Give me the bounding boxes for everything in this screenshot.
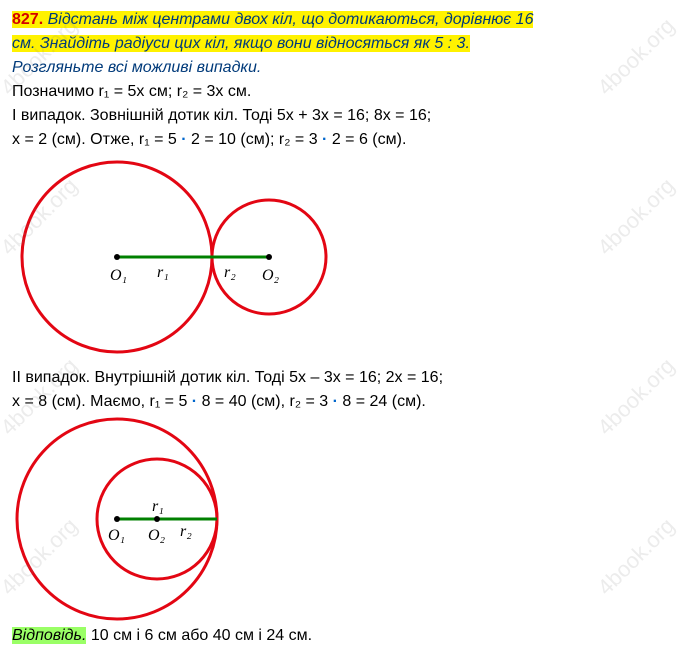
case2-mid: 8 = 40 (см), r₂ = 3: [197, 393, 332, 410]
problem-line3: Розгляньте всі можливі випадки.: [12, 59, 261, 76]
answer-label: Відповідь.: [12, 627, 86, 644]
label-o1-2: O₁: [108, 527, 125, 544]
case2-pre: x = 8 (см). Маємо, r₁ = 5: [12, 393, 192, 410]
center-o2-2: [154, 516, 160, 522]
center-o2: [266, 254, 272, 260]
watermark: 4book.org: [590, 510, 683, 603]
center-o1-2: [114, 516, 120, 522]
label-o2-2: O₂: [148, 527, 166, 544]
label-o1: O₁: [110, 267, 127, 284]
label-r1: r₁: [157, 264, 169, 281]
label-o2: O₂: [262, 267, 280, 284]
problem-line2: см. Знайдіть радіуси цих кіл, якщо вони …: [12, 35, 470, 52]
case2-line2: x = 8 (см). Маємо, r₁ = 5 · 8 = 40 (см),…: [12, 390, 683, 414]
case2-line1: II випадок. Внутрішній дотик кіл. Тоді 5…: [12, 366, 683, 390]
diagram-external-tangent: O₁ O₂ r₁ r₂: [12, 152, 372, 362]
problem-number: 827.: [12, 11, 43, 28]
problem-statement: 827. Відстань між центрами двох кіл, що …: [12, 8, 683, 80]
case1-line1: I випадок. Зовнішній дотик кіл. Тоді 5x …: [12, 104, 683, 128]
center-o1: [114, 254, 120, 260]
watermark: 4book.org: [590, 170, 683, 263]
diagram-internal-tangent: O₁ O₂ r₁ r₂: [12, 414, 272, 624]
label-r2: r₂: [224, 264, 236, 281]
label-r2-2: r₂: [180, 523, 192, 540]
case1-pre: x = 2 (см). Отже, r₁ = 5: [12, 131, 181, 148]
case1-mid: 2 = 10 (см); r₂ = 3: [187, 131, 322, 148]
label-r1-2: r₁: [152, 498, 164, 515]
answer-line: Відповідь. 10 см і 6 см або 40 см і 24 с…: [12, 624, 683, 648]
answer-text: 10 см і 6 см або 40 см і 24 см.: [86, 627, 312, 644]
case1-end: 2 = 6 (см).: [327, 131, 406, 148]
case2-end: 8 = 24 (см).: [338, 393, 426, 410]
designation-line: Позначимо r₁ = 5x см; r₂ = 3x см.: [12, 80, 683, 104]
case1-line2: x = 2 (см). Отже, r₁ = 5 · 2 = 10 (см); …: [12, 128, 683, 152]
problem-line1: Відстань між центрами двох кіл, що дотик…: [48, 11, 534, 28]
